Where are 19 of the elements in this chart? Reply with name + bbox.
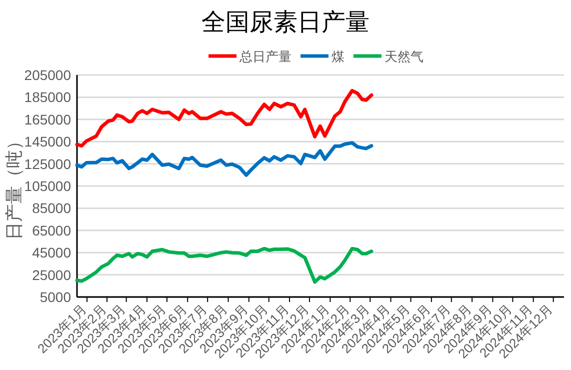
legend-label: 煤 <box>332 49 344 64</box>
legend-label: 天然气 <box>384 49 424 64</box>
y-tick-label: 105000 <box>24 178 72 194</box>
y-tick-label: 125000 <box>24 156 72 172</box>
y-tick-label: 25000 <box>32 266 72 283</box>
line-series <box>75 141 374 177</box>
y-tick-label: 65000 <box>32 222 72 238</box>
y-tick-label: 85000 <box>32 200 72 216</box>
y-tick-label: 5000 <box>40 289 72 305</box>
y-tick-label: 45000 <box>32 244 72 261</box>
legend-label: 总日产量 <box>238 49 292 64</box>
y-tick-label: 205000 <box>24 67 72 83</box>
chart-title: 全国尿素日产量 <box>202 9 370 36</box>
y-tick-label: 145000 <box>24 134 72 150</box>
y-axis-title: 日产量（吨） <box>4 132 24 240</box>
line-series <box>75 88 374 148</box>
line-series <box>75 246 374 284</box>
y-tick-label: 185000 <box>24 89 72 106</box>
y-tick-label: 165000 <box>24 111 72 128</box>
